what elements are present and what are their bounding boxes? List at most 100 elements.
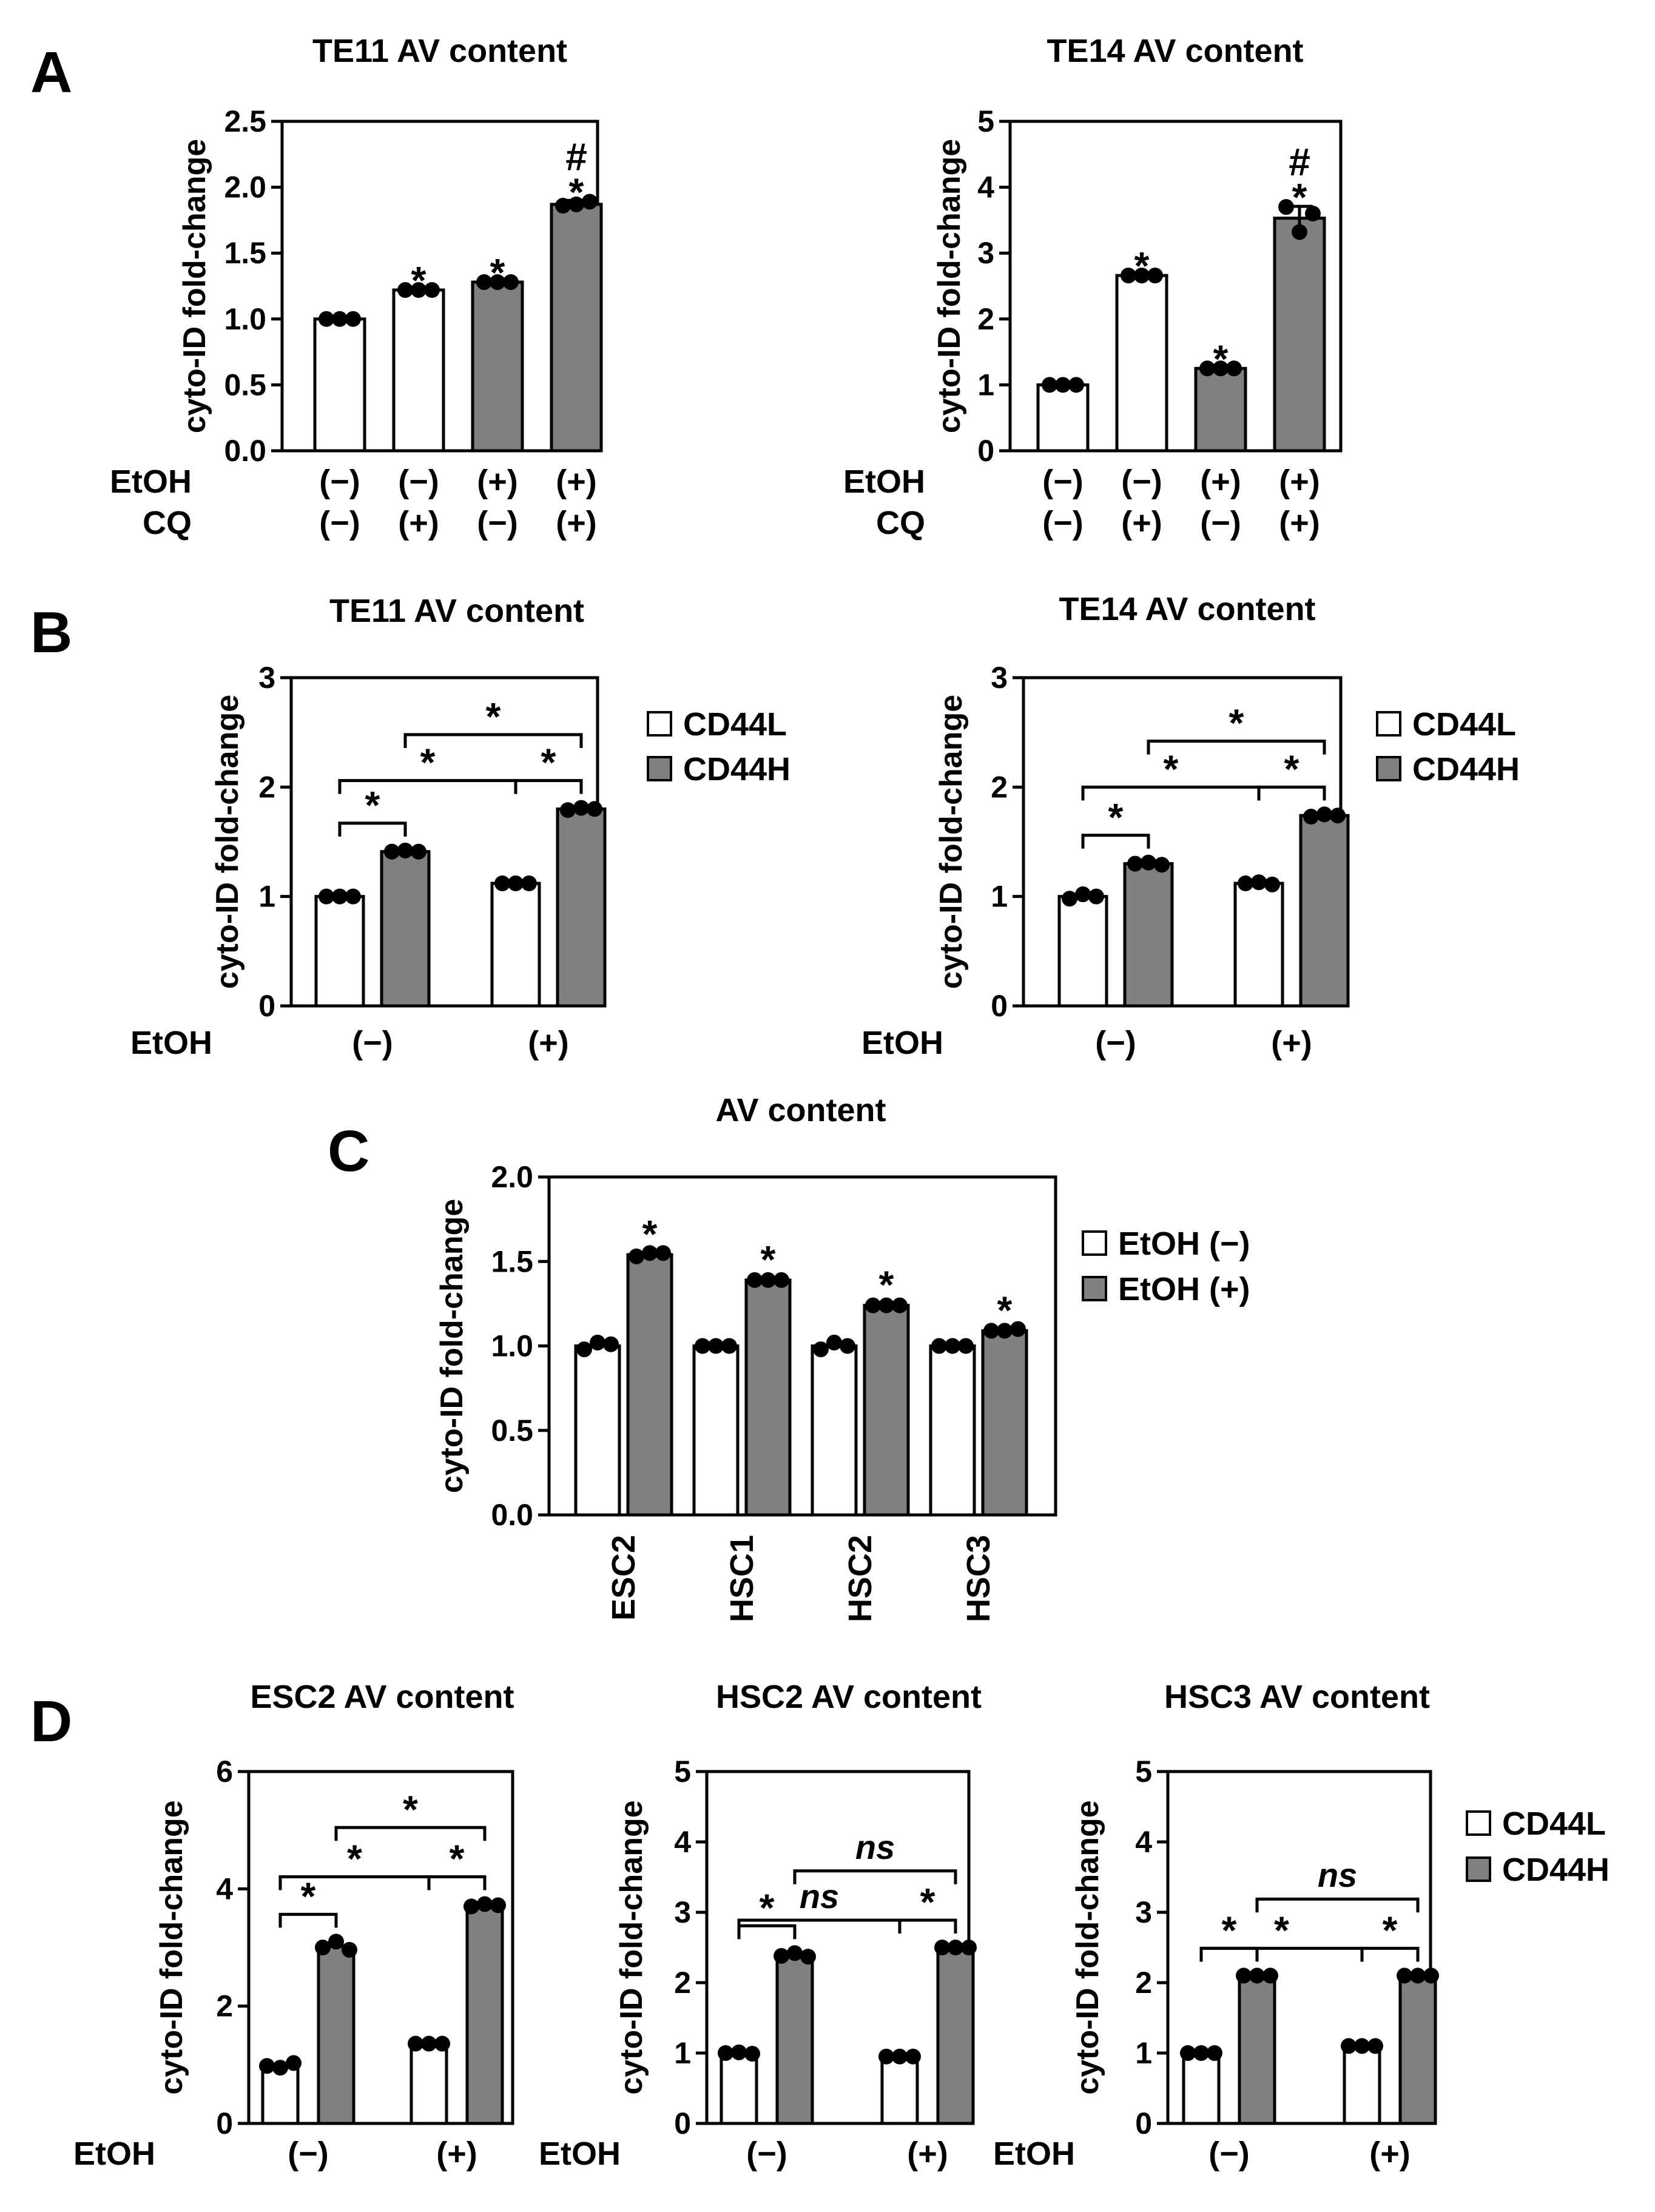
chart-a2: TE14 AV content 0 1 2 3 4 5 cyto-ID fold-change… <box>843 33 1343 541</box>
data-point <box>1213 360 1229 377</box>
data-point <box>1088 888 1104 905</box>
y-tick-label: 0 <box>977 434 994 468</box>
row-label: CQ <box>143 505 192 541</box>
bar <box>550 203 603 453</box>
legend-swatch <box>647 756 672 781</box>
group-label: (+) <box>1121 505 1162 541</box>
y-tick-label: 4 <box>1135 1825 1152 1859</box>
bar <box>863 1304 910 1517</box>
data-point <box>642 1245 658 1261</box>
chart-b2: TE14 AV content 0 1 2 3 cyto-ID fold-change (−… <box>861 591 1520 1061</box>
y-tick-label: 5 <box>674 1755 691 1789</box>
significance-bracket <box>334 1826 487 1841</box>
data-point <box>1075 886 1091 903</box>
data-point <box>731 2044 747 2060</box>
category-label: HSC3 <box>960 1535 997 1622</box>
panel-label-d: D <box>30 1689 72 1754</box>
data-point <box>1226 360 1242 377</box>
significance-mark: * <box>1292 175 1307 219</box>
data-point <box>345 888 361 905</box>
data-point <box>521 875 537 892</box>
group-label: (+) <box>556 464 597 500</box>
data-point <box>878 2048 894 2065</box>
bar <box>929 1344 976 1517</box>
significance-mark: * <box>411 258 426 302</box>
data-point <box>1278 199 1294 215</box>
data-point <box>1236 1968 1252 1984</box>
group-label: (−) <box>1042 464 1084 500</box>
data-point <box>342 1941 357 1958</box>
legend-label: CD44H <box>1412 751 1520 787</box>
group-label: (+) <box>1369 2136 1411 2172</box>
significance-bracket <box>1255 1897 1420 1913</box>
group-label: (+) <box>1200 464 1241 500</box>
data-point <box>997 1323 1013 1339</box>
bar <box>1233 882 1284 1008</box>
group-label: (+) <box>907 2136 948 2172</box>
significance-bracket <box>737 1918 902 1934</box>
group-label: (−) <box>319 505 360 541</box>
y-tick-label: 3 <box>977 236 994 270</box>
data-point <box>590 1334 605 1350</box>
chart-a1: TE11 AV content 0.0 0.5 1.0 1.5 2.0 2.5 cyto-ID… <box>110 33 603 541</box>
data-point <box>892 1297 908 1313</box>
bar <box>1273 217 1326 453</box>
data-point <box>1010 1321 1026 1337</box>
data-point <box>1249 1968 1265 1984</box>
data-point <box>958 1338 974 1354</box>
group-label: (+) <box>1279 464 1320 500</box>
data-point <box>695 1338 710 1354</box>
data-point <box>878 1297 894 1313</box>
bar <box>556 807 607 1008</box>
data-point <box>411 282 426 298</box>
data-point <box>568 196 584 212</box>
row-label: CQ <box>876 505 925 541</box>
group-label: (−) <box>477 505 518 541</box>
data-point <box>560 802 576 818</box>
legend-label: CD44H <box>1502 1852 1609 1888</box>
data-point <box>721 1338 737 1354</box>
plot-frame <box>547 1175 1057 1517</box>
data-point <box>1305 206 1321 222</box>
bar <box>1115 274 1168 453</box>
data-point <box>1397 1968 1412 1984</box>
chart-d1: ESC2 AV content 0 2 4 6 cyto-ID fold-change (−… <box>73 1679 514 2172</box>
y-tick-label: 0.0 <box>224 434 266 468</box>
data-point <box>1330 808 1346 824</box>
y-tick-label: 3 <box>258 661 275 695</box>
significance-bracket <box>1199 1946 1364 1962</box>
bar <box>692 1344 740 1517</box>
data-point <box>332 888 348 905</box>
data-point <box>1238 875 1253 892</box>
chart-title: TE11 AV content <box>312 33 567 69</box>
significance-bracket <box>338 779 517 794</box>
plot-frame <box>1008 120 1343 453</box>
y-tick-label: 0.5 <box>491 1414 533 1448</box>
bar <box>1238 1974 1276 2125</box>
data-point <box>397 842 413 858</box>
group-label: (−) <box>1208 2136 1250 2172</box>
data-point <box>1303 809 1319 825</box>
group-label: (−) <box>319 464 360 500</box>
chart-title: ESC2 AV content <box>250 1679 514 1715</box>
panel-label-a: A <box>30 40 72 105</box>
chart-d2: HSC2 AV content 0 1 2 3 4 5 cyto-ID fold-change… <box>539 1679 982 2172</box>
group-label: (−) <box>1095 1025 1136 1061</box>
group-label: (+) <box>556 505 597 541</box>
group-label: (−) <box>746 2136 787 2172</box>
y-tick-label: 5 <box>977 104 994 138</box>
data-point <box>892 2048 908 2065</box>
legend-label: CD44H <box>683 751 790 787</box>
data-point <box>332 311 348 327</box>
data-point <box>490 1897 506 1914</box>
group-label: (−) <box>1200 505 1241 541</box>
y-tick-label: 2.0 <box>224 170 266 204</box>
legend-label: EtOH (+) <box>1118 1271 1250 1307</box>
data-point <box>1292 224 1307 240</box>
significance-mark: * <box>420 741 436 784</box>
significance-mark: * <box>1229 701 1244 745</box>
data-point <box>800 1949 816 1965</box>
y-tick-label: 2 <box>991 770 1008 804</box>
group-label: (+) <box>528 1025 569 1061</box>
data-point <box>582 194 598 210</box>
